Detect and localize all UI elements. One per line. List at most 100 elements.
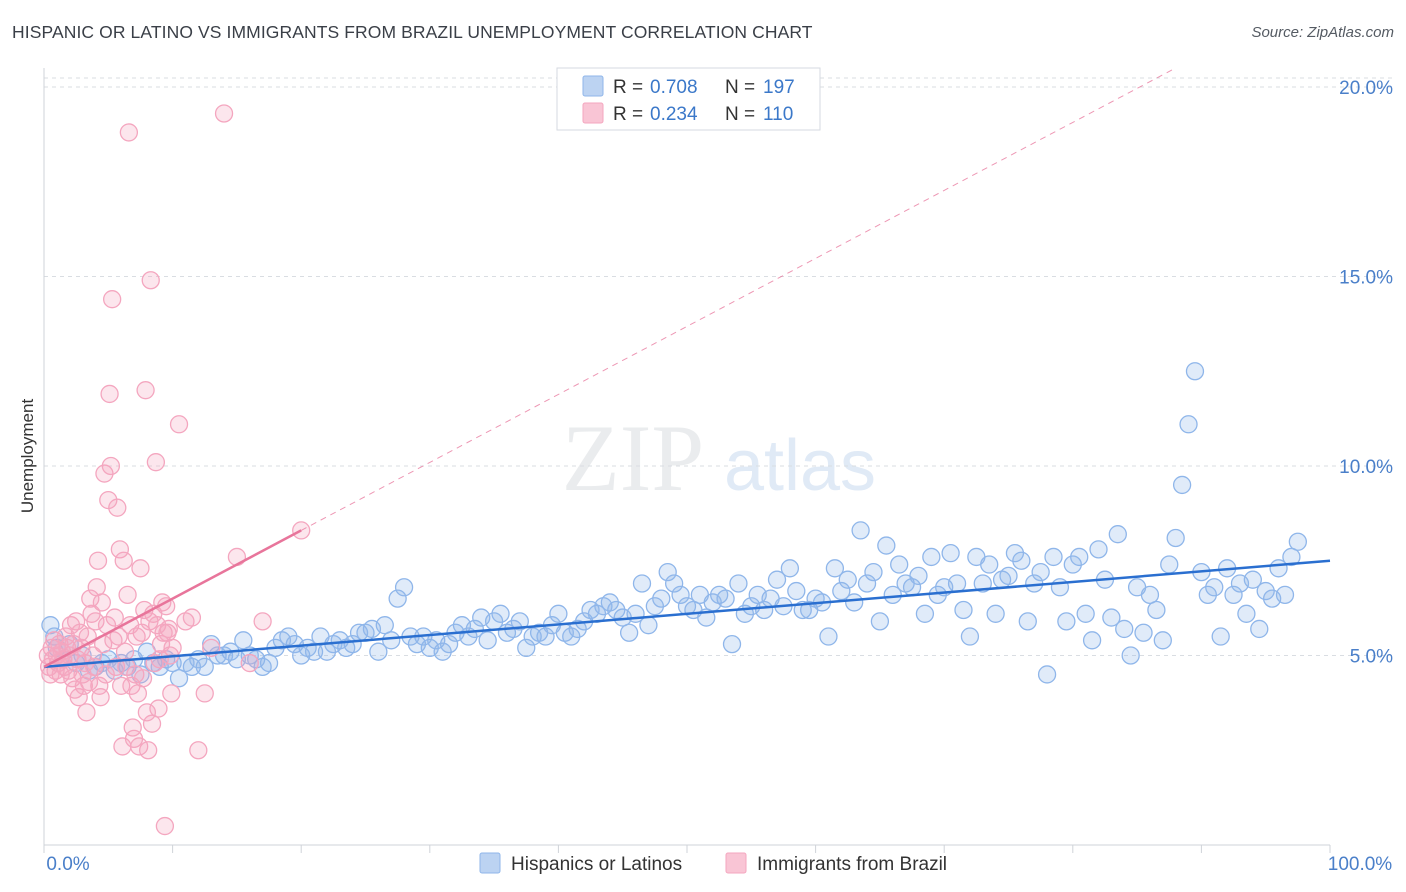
point-hispanics — [1121, 646, 1140, 665]
point-brazil — [67, 612, 86, 631]
point-hispanics — [1108, 525, 1127, 544]
point-hispanics — [369, 642, 388, 661]
point-brazil — [162, 684, 181, 703]
y-tick-label: 10.0% — [1339, 457, 1393, 478]
point-hispanics — [767, 570, 787, 589]
point-hispanics — [600, 593, 619, 612]
point-brazil — [227, 547, 247, 567]
point-hispanics — [658, 562, 677, 582]
point-hispanics — [825, 559, 845, 578]
point-hispanics — [986, 604, 1005, 623]
point-brazil — [133, 669, 153, 688]
point-hispanics — [787, 581, 806, 601]
point-hispanics — [1076, 604, 1095, 623]
point-brazil — [87, 578, 106, 597]
point-hispanics — [388, 589, 407, 608]
point-hispanics — [980, 555, 999, 574]
point-hispanics — [1147, 600, 1166, 620]
watermark-zip: ZIP — [562, 405, 705, 511]
point-hispanics — [1288, 532, 1307, 551]
point-brazil — [148, 616, 167, 635]
point-brazil — [115, 642, 135, 661]
point-hispanics — [664, 574, 684, 593]
point-hispanics — [1063, 555, 1082, 574]
point-brazil — [91, 688, 110, 707]
point-hispanics — [645, 597, 664, 616]
point-brazil — [189, 741, 208, 760]
point-hispanics — [1211, 627, 1230, 646]
y-tick-labels: 5.0% 10.0% 15.0% 20.0% — [1339, 78, 1393, 668]
legend-swatch-brazil — [725, 852, 747, 874]
point-hispanics — [234, 631, 253, 650]
point-hispanics — [1243, 570, 1262, 589]
legend-swatch-hispanics — [479, 852, 501, 874]
point-hispanics — [1172, 475, 1192, 495]
point-hispanics — [1153, 631, 1172, 650]
point-hispanics — [851, 521, 870, 540]
point-brazil — [128, 684, 148, 703]
point-brazil — [88, 551, 108, 570]
trend-lines — [43, 67, 1331, 669]
point-hispanics — [568, 619, 587, 639]
y-tick-label: 20.0% — [1339, 78, 1393, 99]
point-brazil — [163, 638, 182, 658]
stats-r-value-blue: 0.708 — [650, 77, 698, 98]
point-brazil — [136, 381, 155, 400]
point-brazil — [169, 415, 189, 434]
point-hispanics — [716, 589, 735, 608]
point-brazil — [214, 104, 234, 123]
point-hispanics — [549, 604, 568, 623]
point-brazil — [146, 453, 166, 472]
point-hispanics — [1224, 585, 1243, 604]
point-brazil — [119, 123, 139, 142]
point-hispanics — [375, 616, 394, 635]
point-hispanics — [1070, 547, 1089, 567]
y-axis-label: Unemployment — [18, 399, 37, 514]
chart-title: HISPANIC OR LATINO VS IMMIGRANTS FROM BR… — [12, 22, 813, 42]
point-hispanics — [1179, 415, 1198, 434]
point-hispanics — [279, 627, 298, 646]
point-hispanics — [1205, 578, 1224, 597]
y-tick-label: 15.0% — [1339, 267, 1393, 288]
point-hispanics — [619, 623, 639, 642]
point-hispanics — [394, 578, 414, 597]
point-hispanics — [1102, 608, 1121, 627]
point-brazil — [142, 714, 162, 733]
point-hispanics — [536, 627, 555, 646]
point-hispanics — [1140, 585, 1160, 604]
point-hispanics — [1134, 623, 1153, 642]
stats-n-value-pink: 110 — [763, 104, 793, 125]
point-hispanics — [755, 600, 774, 620]
point-hispanics — [1282, 547, 1301, 567]
legend-label-hispanics: Hispanics or Latinos — [511, 854, 682, 875]
point-hispanics — [915, 604, 935, 623]
point-brazil — [131, 559, 150, 578]
point-brazil — [130, 737, 149, 756]
point-hispanics — [439, 634, 459, 654]
point-hispanics — [1256, 581, 1275, 601]
point-hispanics — [639, 616, 658, 635]
point-brazil — [149, 699, 168, 718]
point-hispanics — [1089, 540, 1108, 559]
point-hispanics — [510, 612, 529, 631]
point-hispanics — [922, 547, 941, 567]
point-hispanics — [1115, 619, 1134, 639]
point-hispanics — [960, 627, 980, 646]
point-hispanics — [909, 566, 928, 586]
point-hispanics — [517, 638, 536, 658]
point-hispanics — [304, 642, 324, 661]
point-hispanics — [729, 574, 748, 593]
point-brazil — [103, 290, 122, 309]
point-brazil — [105, 608, 124, 627]
point-brazil — [114, 551, 133, 570]
point-hispanics — [1166, 528, 1185, 548]
point-hispanics — [182, 657, 202, 677]
point-brazil — [86, 612, 105, 631]
point-hispanics — [1185, 362, 1205, 381]
stats-legend: R = 0.708 N = 197 R = 0.234 N = 110 — [556, 67, 821, 131]
point-brazil — [69, 688, 88, 707]
point-brazil — [95, 464, 114, 483]
x-tick-label-max: 100.0% — [1328, 854, 1393, 875]
point-brazil — [100, 384, 119, 404]
